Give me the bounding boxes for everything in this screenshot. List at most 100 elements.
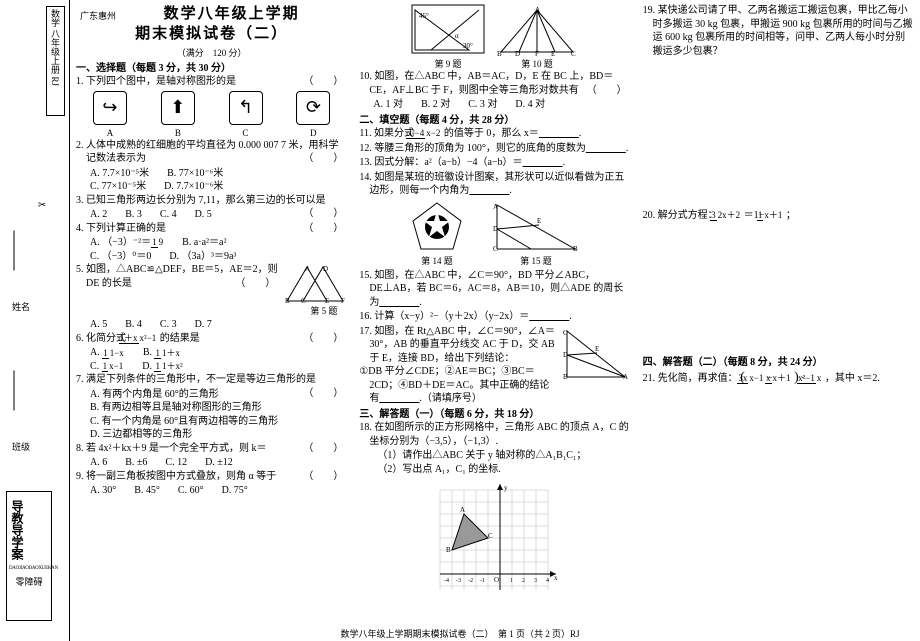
svg-text:F: F [535, 50, 539, 58]
q6-opts: A. 11−x B. 11＋x [90, 346, 347, 360]
fig9-cap: 第 9 题 [411, 58, 485, 70]
svg-text:B: B [573, 245, 578, 253]
q10-a: A. 1 对 [373, 98, 403, 112]
svg-text:-3: -3 [456, 578, 461, 584]
series-box: 导教导学案 DAOJIAODAOXUEKAN 零障碍 [6, 491, 52, 621]
q17-fig: CA BD E [561, 325, 631, 383]
q4-a: A. （−3）⁻²＝19 [90, 236, 164, 250]
section-2-head: 二、填空题（每题 4 分，共 28 分） [359, 114, 630, 128]
q1-labels: A B C D [76, 127, 347, 139]
svg-text:F: F [341, 297, 345, 305]
q12: 12. 等腰三角形的顶角为 100°，则它的底角的度数为 . [369, 142, 630, 156]
fig14-cap: 第 14 题 [409, 255, 465, 267]
q10: 10. 如图，在△ABC 中，AB＝AC，D，E 在 BC 上，BD＝CE，AF… [369, 70, 630, 97]
q2-stem: 2. 人体中成熟的红细胞的平均直径为 0.000 007 7 米，用科学记数法表… [76, 140, 339, 165]
q2-opts: A. 7.7×10⁻⁵米 B. 77×10⁻⁶米 [90, 167, 347, 181]
svg-text:B: B [285, 297, 290, 305]
svg-text:D: D [493, 225, 498, 233]
q1-signs: ↪ ⬆ ↰ ⟳ [76, 91, 347, 125]
q7-c: C. 有一个内角是 60°且有两边相等的三角形 [90, 415, 347, 429]
svg-text:E: E [325, 297, 329, 305]
svg-text:A: A [493, 203, 498, 211]
q4-opts: A. （−3）⁻²＝19 B. a·a²＝a² [90, 236, 347, 250]
figs-14-15: 第 14 题 AC BD E 第 15 题 [359, 199, 630, 267]
q1-stem: 1. 下列四个图中，是轴对称图形的是 [76, 76, 236, 87]
q4-d: D. （3a）³＝9a³ [169, 250, 236, 264]
q5-opts: A. 5 B. 4 C. 3 D. 7 [90, 318, 347, 332]
sign-a: ↪ [93, 91, 127, 125]
q7: 7. 满足下列条件的三角形中，不一定是等边三角形的是 （ ） [86, 373, 347, 387]
svg-text:A: A [535, 6, 540, 14]
q5-cap: 第 5 题 [86, 305, 337, 317]
svg-text:C: C [488, 532, 493, 540]
q10-d: D. 4 对 [515, 98, 545, 112]
q9-a: A. 30° [90, 484, 116, 498]
q5-c: C. 3 [160, 318, 177, 332]
svg-text:D: D [563, 351, 568, 359]
sign-c: ↰ [229, 91, 263, 125]
q6-b: B. 11＋x [143, 346, 181, 360]
section-1-head: 一、选择题（每题 3 分，共 30 分） [76, 62, 347, 76]
q4-opts2: C. （−3）⁰＝0 D. （3a）³＝9a³ [90, 250, 347, 264]
q5-a: A. 5 [90, 318, 107, 332]
q1-la: A [107, 127, 114, 139]
svg-text:A: A [460, 506, 465, 514]
q17: CA BD E 17. 如图，在 Rt△ABC 中，∠C＝90°，∠A＝30°，… [369, 325, 630, 406]
svg-text:-4: -4 [444, 578, 449, 584]
content: 广东惠州 数学八年级上学期 期末模拟试卷（二） （满分 120 分） 一、选择题… [76, 0, 920, 626]
svg-text:30°: 30° [463, 42, 473, 50]
svg-text:C: C [563, 329, 568, 337]
q5-d: D. 7 [195, 318, 212, 332]
q6-d: D. 11＋x² [142, 360, 183, 374]
class-label: 班级 [12, 440, 30, 453]
fig10-cap: 第 10 题 [495, 58, 579, 70]
svg-text:2: 2 [522, 578, 525, 584]
q6: 6. 化简分式 1＋xx²−1 的结果是 （ ） [86, 332, 347, 346]
column-2: 45° α 30° 第 9 题 A BD FE C 第 10 题 [359, 4, 630, 626]
q10-b: B. 2 对 [421, 98, 450, 112]
column-1: 广东惠州 数学八年级上学期 期末模拟试卷（二） （满分 120 分） 一、选择题… [76, 4, 347, 626]
q2-opts2: C. 77×10⁻⁵米 D. 7.7×10⁻⁶米 [90, 180, 347, 194]
figs-9-10: 45° α 30° 第 9 题 A BD FE C 第 10 题 [359, 4, 630, 70]
q19: 19. 某快递公司请了甲、乙两名搬运工搬运包裹，甲比乙每小时多搬运 30 kg … [653, 4, 914, 58]
svg-text:x: x [554, 574, 558, 582]
svg-text:E: E [595, 345, 599, 353]
scissors-icon: ✂ [38, 200, 46, 211]
q9-b: B. 45° [134, 484, 160, 498]
q8-a: A. 6 [90, 456, 107, 470]
title-region: 广东惠州 数学八年级上学期 期末模拟试卷（二） [76, 4, 347, 45]
q21: 21. 先化简，再求值： ( 3xx−1 − xx＋1 ) · x²−1x ，其… [653, 369, 914, 388]
sidebar: 数学 八年级上册 RJ ✂ 姓名 班级 导教导学案 DAOJIAODAOXUEK… [0, 0, 70, 641]
q5: BA ED FC 5. 如图，△ABC≌△DEF，BE＝5，AE＝2，则 DE … [86, 263, 347, 317]
q2-b: B. 77×10⁻⁶米 [167, 167, 223, 181]
q1-lc: C [242, 127, 248, 139]
series-brand: 零障碍 [9, 575, 49, 588]
q14: 14. 如图是某班的班徽设计图案，其形状可以近似看做为正五边形，则每一个内角为 … [369, 171, 630, 198]
sign-d: ⟳ [296, 91, 330, 125]
q8-opts: A. 6 B. ±6 C. 12 D. ±12 [90, 456, 347, 470]
q8-b: B. ±6 [125, 456, 147, 470]
q2-c: C. 77×10⁻⁵米 [90, 180, 146, 194]
svg-text:D: D [323, 265, 328, 273]
q1-lb: B [175, 127, 181, 139]
q7-d: D. 三边都相等的三角形 [90, 428, 347, 442]
svg-text:C: C [571, 50, 576, 58]
q2-d: D. 7.7×10⁻⁶米 [164, 180, 223, 194]
svg-text:α: α [455, 32, 459, 40]
svg-text:3: 3 [534, 578, 537, 584]
q6-c: C. 1x−1 [90, 360, 124, 374]
q5-b: B. 4 [125, 318, 142, 332]
series-title: 导教导学案 [9, 494, 26, 566]
q6-stem2: 的结果是 [160, 333, 200, 344]
q10-stem: 10. 如图，在△ABC 中，AB＝AC，D，E 在 BC 上，BD＝CE，AF… [359, 71, 613, 96]
page-footer: 数学八年级上学期期末模拟试卷（二） 第 1 页（共 2 页）RJ [0, 627, 920, 640]
svg-text:B: B [563, 373, 568, 381]
svg-text:D: D [515, 50, 520, 58]
q8-d: D. ±12 [205, 456, 233, 470]
q3-a: A. 2 [90, 208, 107, 222]
title-line2: 期末模拟试卷（二） [76, 24, 347, 44]
q8: 8. 若 4x²＋kx＋9 是一个完全平方式，则 k＝ （ ） [86, 442, 347, 456]
q13: 13. 因式分解：a²（a−b）−4（a−b）＝ . [369, 156, 630, 170]
section-4-head: 四、解答题（二）（每题 8 分，共 24 分） [643, 356, 914, 370]
q6-opts2: C. 1x−1 D. 11＋x² [90, 360, 347, 374]
